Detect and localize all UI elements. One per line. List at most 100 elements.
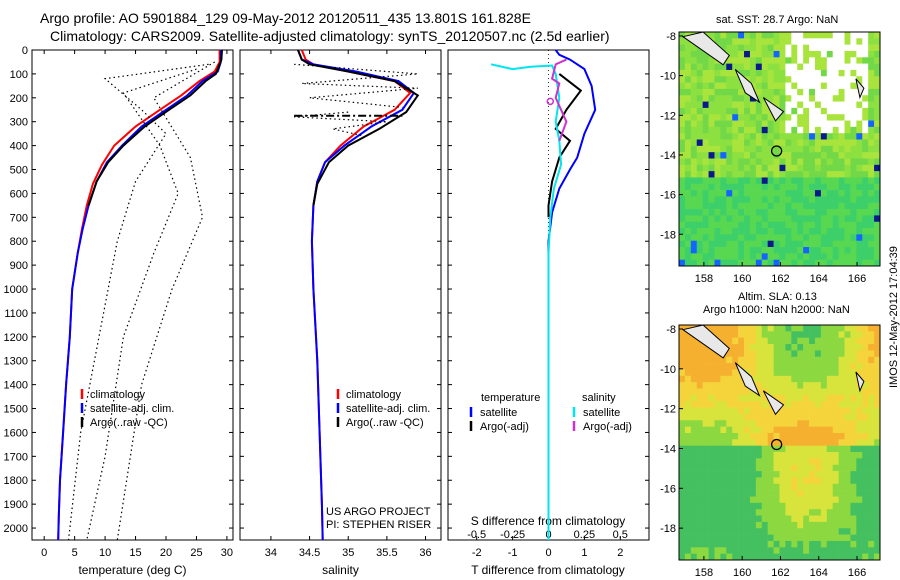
map-cell: [732, 382, 739, 389]
map-cell: [850, 445, 857, 453]
map-cell: [679, 107, 686, 115]
map-cell: [702, 356, 709, 364]
map-cell: [696, 452, 703, 459]
map-cell: [773, 63, 780, 71]
map-cell: [767, 171, 774, 178]
map-cell: [702, 445, 709, 453]
map-cell: [838, 57, 845, 64]
map-cell: [720, 401, 727, 408]
map-cell: [785, 521, 792, 529]
map-cell: [850, 331, 857, 338]
map-cell: [714, 413, 721, 421]
map-cell: [856, 158, 863, 166]
map-cell: [714, 356, 721, 364]
map-cell: [797, 183, 804, 191]
map-cell: [773, 521, 780, 529]
map-cell: [868, 356, 875, 364]
map-cell: [874, 509, 881, 516]
map-cell: [856, 521, 863, 529]
map-cell: [874, 426, 881, 434]
map-cell: [690, 158, 698, 166]
map-cell: [720, 490, 727, 497]
map-cell: [803, 483, 810, 491]
legend-label: Argo(..raw -QC): [346, 417, 424, 429]
map-cell: [791, 57, 798, 64]
map-cell: [862, 120, 869, 128]
map-cell: [832, 445, 839, 453]
map-cell: [744, 540, 751, 548]
map-cell: [838, 452, 845, 459]
map-cell: [708, 515, 715, 523]
map-cell: [773, 547, 780, 554]
map-cell: [797, 401, 804, 408]
map-cell: [797, 50, 804, 58]
map-cell: [791, 171, 798, 178]
map-cell: [749, 490, 757, 497]
map-cell: [720, 452, 727, 459]
map-cell: [797, 234, 804, 241]
map-cell: [791, 344, 798, 351]
map-cell: [684, 164, 692, 172]
map-cell: [714, 76, 721, 83]
map-cell: [850, 496, 857, 504]
map-cell: [773, 215, 780, 223]
map-cell: [726, 126, 733, 134]
y-tick-label: 2000: [4, 523, 28, 535]
map-cell: [696, 509, 703, 516]
map-cell: [785, 356, 792, 364]
map-cell: [708, 356, 715, 364]
map-cell: [773, 76, 780, 83]
map-cell: [696, 350, 703, 358]
map-cell: [708, 388, 715, 396]
map-cell: [749, 483, 757, 491]
map-cell: [720, 426, 727, 434]
map-cell: [726, 63, 733, 71]
map-cell: [773, 452, 780, 459]
map-cell: [755, 413, 763, 421]
map-cell: [761, 69, 768, 77]
map-cell: [720, 534, 727, 542]
timestamp-stamp: IMOS 12-May-2012 17:04:39: [888, 246, 900, 388]
x-tick-label: 0: [545, 547, 551, 559]
map-cell: [814, 133, 822, 140]
map-cell: [738, 515, 745, 523]
map-cell: [785, 458, 792, 466]
map-cell: [696, 202, 703, 210]
map-cell: [826, 69, 833, 77]
map-cell: [850, 369, 857, 377]
map-cell: [696, 547, 703, 554]
map-cell: [761, 344, 768, 351]
map-cell: [803, 196, 810, 204]
map-cell: [761, 88, 768, 96]
map-cell: [702, 221, 709, 229]
map-cell: [744, 502, 751, 510]
map-cell: [720, 413, 727, 421]
map-cell: [696, 521, 703, 529]
map-cell: [850, 325, 857, 332]
map-cell: [856, 363, 863, 370]
map-cell: [850, 32, 857, 39]
map-cell: [732, 325, 739, 332]
map-cell: [684, 426, 692, 434]
map-cell: [755, 120, 763, 128]
legend-label: satellite-adj. clim.: [90, 403, 174, 415]
map-cell: [749, 76, 757, 83]
map-cell: [732, 547, 739, 554]
map-cell: [856, 496, 863, 504]
map-cell: [773, 344, 780, 351]
map-cell: [850, 95, 857, 102]
map-cell: [856, 107, 863, 115]
map-cell: [684, 114, 692, 121]
map-cell: [838, 190, 845, 197]
map-cell: [809, 375, 816, 383]
map-cell: [779, 221, 786, 229]
map-cell: [749, 221, 757, 229]
map-cell: [679, 407, 686, 415]
map-cell: [761, 139, 768, 147]
map-cell: [785, 413, 792, 421]
map-cell: [696, 183, 703, 191]
map-cell: [679, 458, 686, 466]
map-cell: [732, 133, 739, 140]
map-cell: [749, 502, 757, 510]
map-cell: [773, 88, 780, 96]
